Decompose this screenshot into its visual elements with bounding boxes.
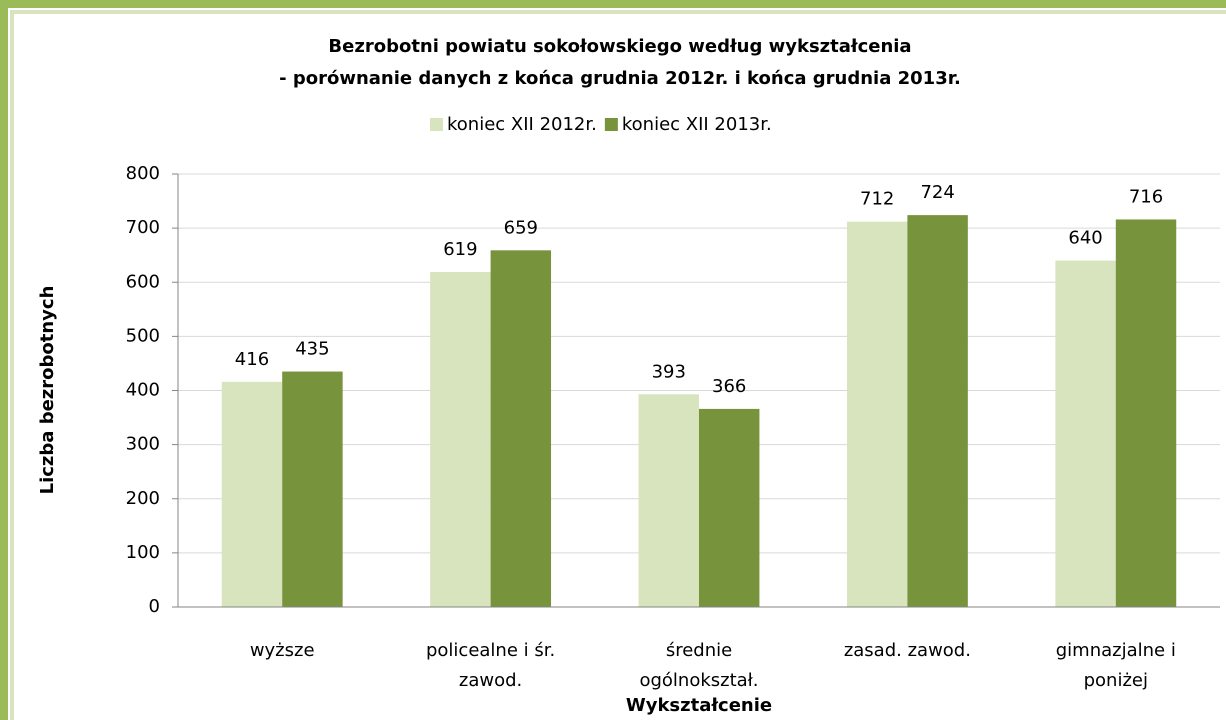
y-tick-label: 100 bbox=[126, 542, 160, 563]
x-tick-label: zasad. zawod. bbox=[843, 640, 971, 661]
data-label: 716 bbox=[1129, 186, 1163, 207]
chart-subtitle: - porównanie danych z końca grudnia 2012… bbox=[279, 68, 961, 89]
legend-swatch bbox=[430, 118, 443, 131]
bar bbox=[846, 221, 908, 607]
data-label: 435 bbox=[295, 339, 329, 360]
y-axis-title: Liczba bezrobotnych bbox=[37, 286, 58, 495]
y-tick-label: 300 bbox=[126, 434, 160, 455]
data-label: 659 bbox=[504, 217, 538, 238]
y-tick-label: 400 bbox=[126, 380, 160, 401]
bar bbox=[430, 271, 491, 607]
legend-label: koniec XII 2012r. bbox=[447, 114, 597, 135]
data-label: 416 bbox=[235, 349, 269, 370]
y-tick-label: 0 bbox=[149, 596, 160, 617]
data-label: 712 bbox=[860, 189, 894, 210]
y-tick-label: 200 bbox=[126, 488, 160, 509]
x-tick-label: wyższe bbox=[249, 640, 315, 661]
x-tick-label: średnie ogólnokształ. bbox=[639, 640, 759, 691]
data-label: 366 bbox=[712, 376, 746, 397]
bar bbox=[282, 371, 343, 607]
y-tick-label: 500 bbox=[126, 325, 160, 346]
frame-inner bbox=[10, 10, 1226, 720]
data-label: 393 bbox=[652, 361, 686, 382]
y-tick-label: 700 bbox=[126, 217, 160, 238]
bar bbox=[1055, 260, 1116, 607]
chart-title: Bezrobotni powiatu sokołowskiego według … bbox=[328, 36, 911, 57]
data-label: 724 bbox=[920, 182, 954, 203]
x-axis-title: Wykształcenie bbox=[626, 695, 772, 716]
legend-swatch bbox=[604, 118, 618, 131]
bar bbox=[699, 408, 760, 607]
bar bbox=[1115, 219, 1177, 607]
y-tick-label: 600 bbox=[126, 271, 160, 292]
x-tick-label: policealne i śr. zawod. bbox=[425, 640, 556, 691]
x-tick-label: gimnazjalne i poniżej bbox=[1055, 640, 1176, 691]
bar bbox=[907, 215, 968, 607]
bar bbox=[490, 250, 552, 607]
data-label: 640 bbox=[1068, 228, 1102, 249]
data-label: 619 bbox=[443, 239, 477, 260]
bar bbox=[638, 394, 699, 607]
bar bbox=[221, 381, 283, 607]
y-tick-label: 800 bbox=[126, 163, 160, 184]
legend-label: koniec XII 2013r. bbox=[622, 114, 772, 135]
